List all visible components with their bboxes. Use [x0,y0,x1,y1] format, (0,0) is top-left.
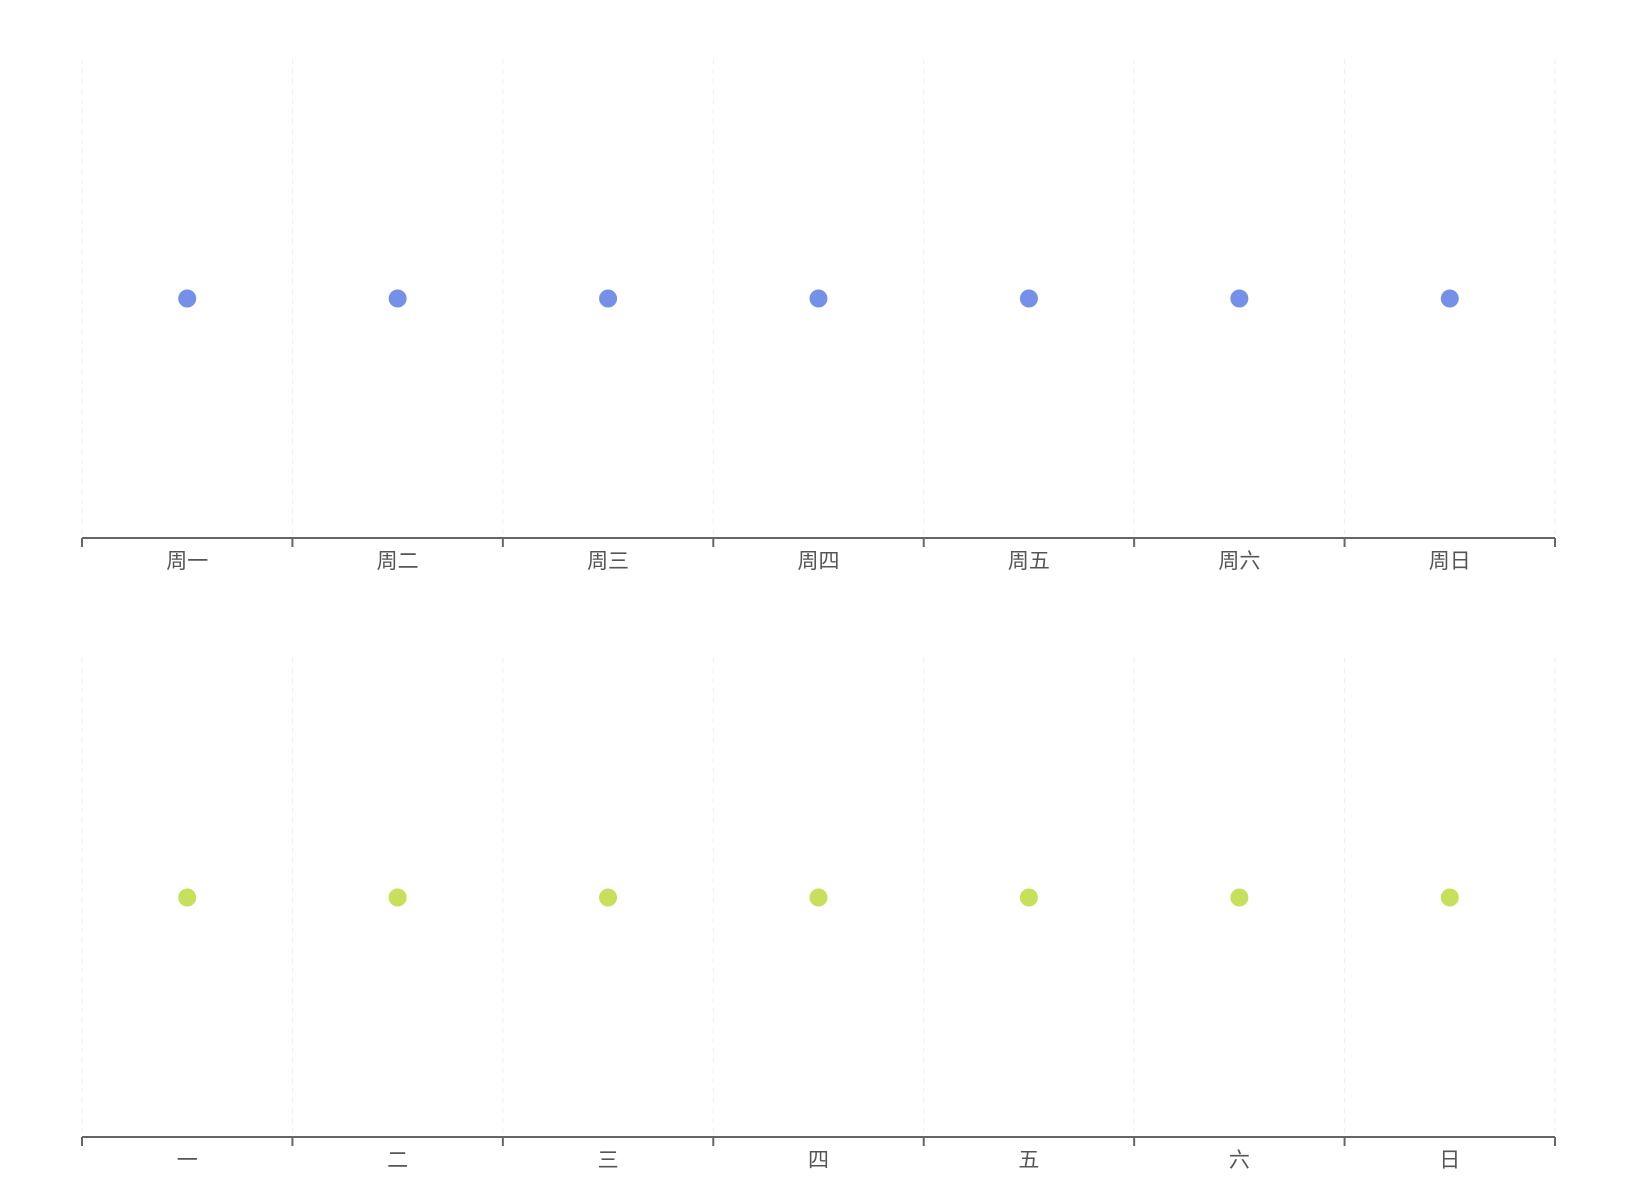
point [809,888,828,907]
point [1019,289,1038,308]
x-tick-label: 周一 [166,549,208,573]
point [599,289,618,308]
point [178,289,197,308]
x-tick-label: 周三 [587,549,629,573]
point [178,888,197,907]
x-tick-label: 周四 [798,549,840,573]
point [1440,888,1459,907]
point [1440,289,1459,308]
point [599,888,618,907]
x-tick-label: 周日 [1429,549,1471,573]
x-tick-label: 二 [387,1148,408,1172]
x-tick-label: 周五 [1008,549,1050,573]
point [1230,888,1249,907]
x-tick-label: 三 [598,1148,619,1172]
x-tick-label: 一 [177,1148,198,1172]
point [388,888,407,907]
x-tick-label: 周六 [1218,549,1260,573]
point [388,289,407,308]
point [809,289,828,308]
x-tick-label: 日 [1439,1148,1460,1172]
x-tick-label: 六 [1229,1148,1250,1172]
point [1019,888,1038,907]
x-tick-label: 五 [1018,1148,1039,1172]
x-tick-label: 四 [808,1148,829,1172]
x-tick-label: 周二 [377,549,419,573]
point [1230,289,1249,308]
